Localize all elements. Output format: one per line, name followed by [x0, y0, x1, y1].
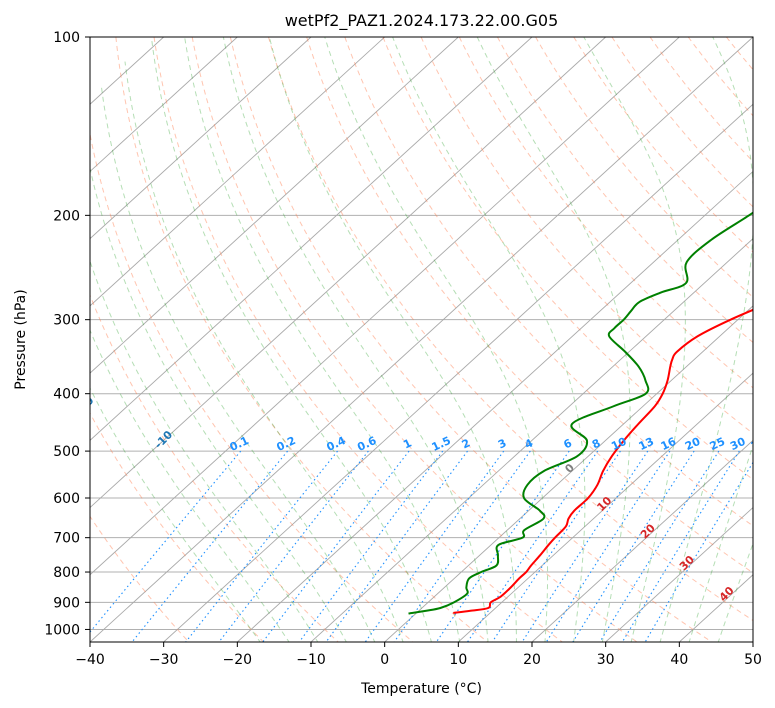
mixing-ratio-line [599, 450, 720, 642]
isotherm-line [90, 37, 459, 374]
x-tick-label: 10 [449, 652, 467, 668]
mixing-ratio-label: 30 [728, 435, 748, 453]
dry-adiabat-line [90, 412, 264, 642]
mixing-ratio-lines [90, 450, 753, 642]
y-tick-label: 1000 [44, 622, 80, 638]
mixing-ratio-line [364, 450, 505, 642]
moist-adiabat-line [100, 83, 376, 642]
x-tick-label: −40 [75, 652, 105, 668]
dry-adiabat-line [90, 131, 414, 642]
x-tick-label: 20 [523, 652, 541, 668]
isotherm-line [384, 305, 753, 642]
isotherm-line [90, 37, 385, 307]
moist-adiabat-line [476, 37, 631, 642]
dry-adiabat-line [268, 37, 753, 622]
mixing-ratio-label: 16 [659, 435, 679, 453]
mixing-ratio-line [131, 450, 289, 642]
mixing-ratio-line [435, 450, 570, 642]
moist-adiabat-line [90, 259, 319, 642]
y-tick-label: 900 [53, 595, 80, 611]
isotherm-line [90, 37, 606, 509]
mixing-ratio-line [393, 450, 531, 642]
y-axis-title: Pressure (hPa) [13, 289, 29, 389]
moist-adiabat-line [90, 329, 290, 642]
dry-adiabat-line [649, 37, 753, 163]
isotherm-grid [90, 37, 753, 642]
dry-adiabat-line [229, 37, 712, 642]
dry-adiabat-label: -20 [73, 394, 96, 417]
mixing-ratio-line [545, 450, 671, 642]
moist-adiabat-line [124, 61, 404, 642]
x-tick-label: 0 [380, 652, 389, 668]
mixing-ratio-line [572, 450, 695, 642]
mixing-ratio-line [218, 450, 369, 642]
isotherm-line [310, 238, 753, 642]
mixing-ratio-line [621, 450, 740, 642]
isotherm-line [90, 37, 238, 173]
x-tick-label: −30 [149, 652, 179, 668]
x-tick-label: 30 [597, 652, 615, 668]
chart-title: wetPf2_PAZ1.2024.173.22.00.G05 [285, 11, 559, 31]
mixing-ratio-label: 36 [749, 435, 769, 453]
moist-adiabats [90, 37, 753, 642]
moist-adiabat-line [90, 165, 347, 642]
x-axis: −40 −30 −20 −10 0 10 20 30 40 50 [75, 642, 762, 668]
dry-adiabat-line [90, 515, 190, 642]
moist-adiabat-line [268, 37, 517, 642]
dry-adiabat-line [611, 37, 753, 208]
y-tick-label: 300 [53, 313, 80, 329]
y-tick-label: 800 [53, 565, 80, 581]
isotherm-line [90, 37, 680, 576]
isotherm-line [163, 103, 753, 642]
y-tick-label: 400 [53, 387, 80, 403]
isotherm-line [90, 37, 753, 642]
moist-adiabat-line [184, 37, 461, 642]
moist-adiabat-line [392, 37, 586, 642]
y-tick-label: 600 [53, 491, 80, 507]
dry-adiabat-line [306, 37, 753, 574]
x-tick-label: −10 [296, 652, 326, 668]
x-tick-label: −20 [223, 652, 253, 668]
y-tick-label: 200 [53, 208, 80, 224]
mixing-ratio-line [644, 461, 753, 642]
x-tick-label: 40 [670, 652, 688, 668]
moist-adiabat-line [150, 37, 432, 642]
y-axis: 100 200 300 400 500 600 700 800 900 1000 [44, 30, 90, 638]
moist-adiabat-line [90, 386, 261, 642]
x-tick-label: 50 [744, 652, 762, 668]
mixing-ratio-label: 10 [609, 435, 629, 453]
isotherm-line [458, 372, 753, 642]
mixing-ratio-line [325, 450, 468, 642]
isotherm-line [531, 439, 753, 642]
mixing-ratio-label: 13 [637, 435, 656, 453]
dry-adiabat-line [535, 37, 753, 298]
dry-adiabat-line [344, 37, 753, 527]
y-tick-label: 100 [53, 30, 80, 46]
moist-adiabat-line [324, 37, 549, 642]
dry-adiabat-line [382, 37, 753, 481]
moist-adiabat-line [688, 443, 753, 642]
y-tick-label: 500 [53, 444, 80, 460]
moist-adiabat-line [659, 37, 753, 642]
y-tick-label: 700 [53, 531, 80, 547]
plot-frame [89, 36, 754, 643]
mixing-ratio-label: 20 [683, 435, 703, 453]
isobar-grid [90, 37, 753, 630]
mixing-ratio-line [185, 450, 338, 642]
mixing-ratio-line [298, 450, 444, 642]
isotherm-line [90, 37, 312, 240]
dry-adiabat-line [496, 37, 753, 344]
mixing-ratio-label: 25 [708, 435, 727, 453]
profile-series [408, 211, 753, 615]
dry-adiabat-line [153, 37, 563, 642]
temperature-line [453, 308, 753, 614]
isotherm-line [237, 170, 753, 642]
isotherm-line [605, 506, 753, 642]
x-axis-title: Temperature (°C) [360, 681, 482, 697]
mixing-ratio-line [90, 450, 242, 633]
dewpoint-line [408, 211, 753, 615]
isotherm-line [90, 37, 533, 441]
